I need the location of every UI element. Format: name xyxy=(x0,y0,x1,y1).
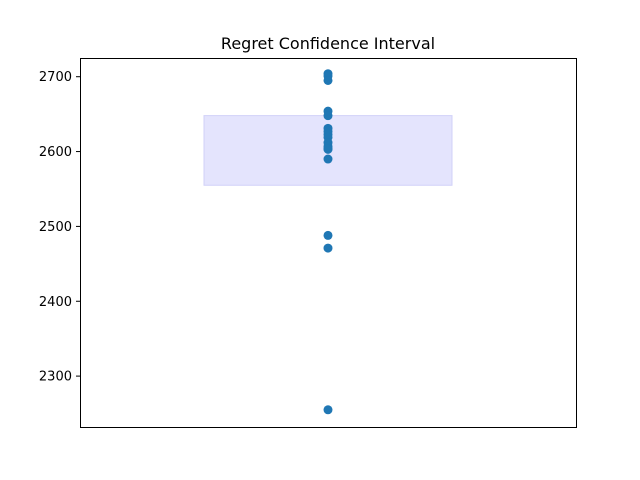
data-point xyxy=(323,144,333,154)
y-tick-label: 2500 xyxy=(39,220,72,235)
data-point xyxy=(323,154,333,164)
plot-area xyxy=(203,69,453,415)
chart-title: Regret Confidence Interval xyxy=(221,34,435,53)
y-tick-label: 2600 xyxy=(39,145,72,160)
y-tick-label: 2700 xyxy=(39,70,72,85)
data-point xyxy=(323,243,333,253)
data-point xyxy=(323,111,333,121)
data-point xyxy=(323,75,333,85)
y-tick-label: 2400 xyxy=(39,295,72,310)
data-point xyxy=(323,230,333,240)
plot-frame xyxy=(80,58,577,428)
y-tick-label: 2300 xyxy=(39,370,72,385)
y-axis: 2300 2400 2500 2600 2700 xyxy=(39,70,80,385)
data-point xyxy=(323,405,333,415)
